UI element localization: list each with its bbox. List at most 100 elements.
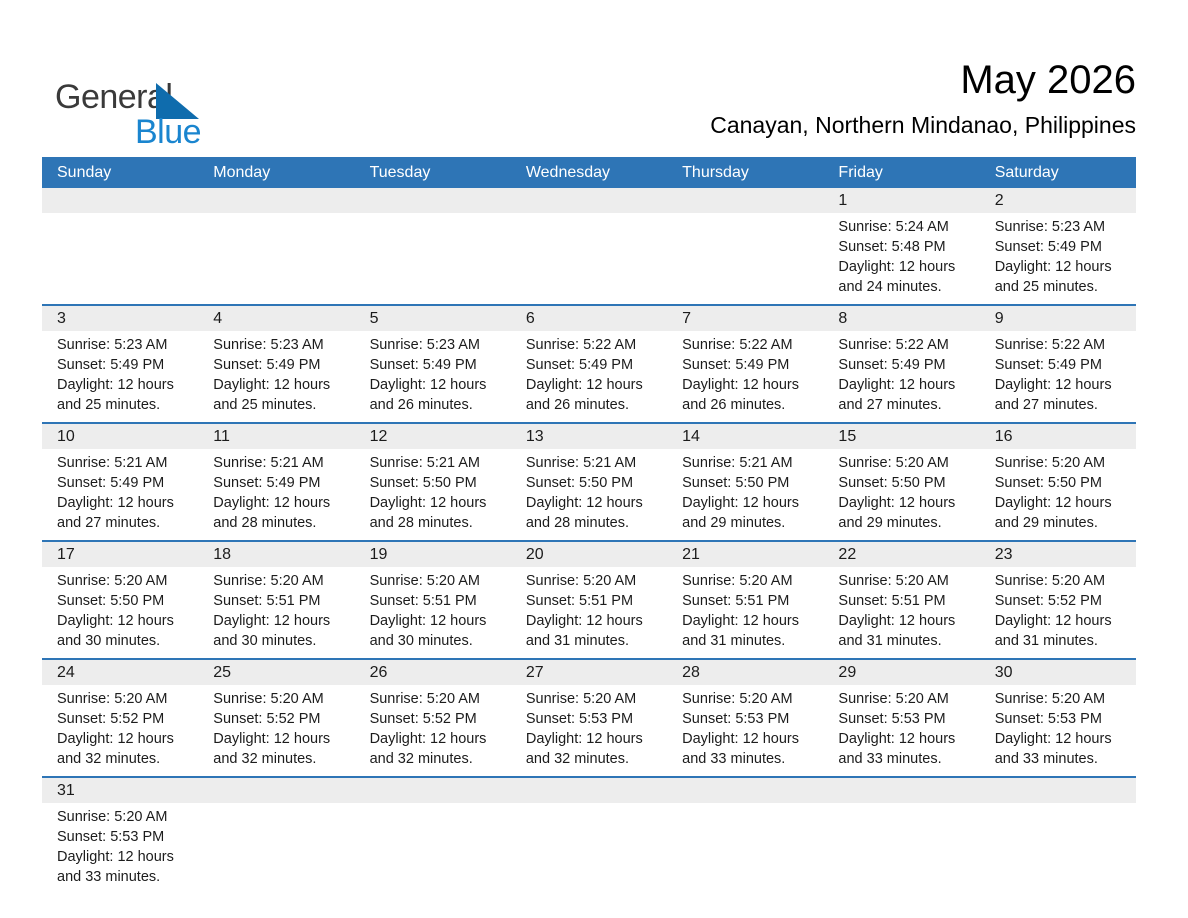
sunrise-text: Sunrise: 5:23 AM <box>213 337 324 353</box>
day-number: 6 <box>510 306 668 331</box>
sunrise-text: Sunrise: 5:20 AM <box>57 573 168 589</box>
empty-day-cell <box>198 188 355 304</box>
daylight-hours-text: Daylight: 12 hours <box>525 731 643 747</box>
sunrise-text: Sunrise: 5:20 AM <box>994 573 1106 589</box>
day-cell-28: 28 Sunrise: 5:20 AM Sunset: 5:53 PM Dayligh… <box>667 660 824 776</box>
day-number <box>823 778 980 803</box>
day-cell-4: 4 Sunrise: 5:23 AM Sunset: 5:49 PM Daylight… <box>198 306 355 422</box>
sunrise-text: Sunrise: 5:20 AM <box>213 691 324 707</box>
day-info: Sunrise: 5:20 AM Sunset: 5:53 PM Daylight:… <box>980 685 1136 776</box>
day-info <box>511 213 667 295</box>
masthead: General Blue May 2026 Canayan, Northern … <box>0 0 1188 157</box>
day-number: 31 <box>42 778 199 803</box>
daylight-hours-text: Daylight: 12 hours <box>682 613 800 629</box>
empty-day-cell <box>667 778 824 894</box>
sunrise-text: Sunrise: 5:20 AM <box>525 573 637 589</box>
day-number: 24 <box>42 660 199 685</box>
day-info <box>980 803 1136 885</box>
day-info: Sunrise: 5:22 AM Sunset: 5:49 PM Daylight:… <box>667 331 823 422</box>
logo-text-blue: Blue <box>135 113 202 151</box>
day-number: 15 <box>823 424 980 449</box>
sunset-text: Sunset: 5:53 PM <box>682 711 790 727</box>
daylight-hours-text: Daylight: 12 hours <box>57 377 174 393</box>
day-number: 29 <box>823 660 980 685</box>
logo-text-general: General <box>55 78 173 116</box>
sunset-text: Sunset: 5:53 PM <box>57 829 165 845</box>
week-row: 17 Sunrise: 5:20 AM Sunset: 5:50 PM Dayligh… <box>42 540 1136 658</box>
week-row: 3 Sunrise: 5:23 AM Sunset: 5:49 PM Daylight… <box>42 304 1136 422</box>
day-cell-8: 8 Sunrise: 5:22 AM Sunset: 5:49 PM Daylight… <box>823 306 980 422</box>
sunset-text: Sunset: 5:49 PM <box>994 239 1102 255</box>
day-number: 21 <box>667 542 824 567</box>
sunrise-text: Sunrise: 5:20 AM <box>838 573 949 589</box>
daylight-minutes-text: and 33 minutes. <box>682 751 786 767</box>
sunrise-text: Sunrise: 5:20 AM <box>838 691 949 707</box>
empty-day-cell <box>198 778 355 894</box>
day-info: Sunrise: 5:20 AM Sunset: 5:53 PM Daylight:… <box>511 685 667 776</box>
day-cell-17: 17 Sunrise: 5:20 AM Sunset: 5:50 PM Dayligh… <box>42 542 199 658</box>
daylight-hours-text: Daylight: 12 hours <box>57 731 174 747</box>
daylight-minutes-text: and 30 minutes. <box>213 633 317 649</box>
daylight-hours-text: Daylight: 12 hours <box>369 377 487 393</box>
sunset-text: Sunset: 5:49 PM <box>213 475 321 491</box>
daylight-minutes-text: and 32 minutes. <box>369 751 473 767</box>
daylight-minutes-text: and 28 minutes. <box>525 515 630 531</box>
day-info <box>823 803 979 885</box>
day-info: Sunrise: 5:20 AM Sunset: 5:51 PM Daylight:… <box>198 567 354 658</box>
sunset-text: Sunset: 5:52 PM <box>994 593 1102 609</box>
empty-day-cell <box>354 188 511 304</box>
day-number: 22 <box>823 542 980 567</box>
sunset-text: Sunset: 5:53 PM <box>838 711 946 727</box>
day-cell-10: 10 Sunrise: 5:21 AM Sunset: 5:49 PM Dayligh… <box>42 424 199 540</box>
day-number: 4 <box>198 306 355 331</box>
day-number: 7 <box>667 306 824 331</box>
sunset-text: Sunset: 5:52 PM <box>213 711 321 727</box>
sunset-text: Sunset: 5:49 PM <box>682 357 790 373</box>
empty-day-cell <box>823 778 980 894</box>
day-info: Sunrise: 5:21 AM Sunset: 5:50 PM Daylight:… <box>511 449 667 540</box>
day-number: 13 <box>510 424 668 449</box>
daylight-minutes-text: and 33 minutes. <box>57 869 161 885</box>
day-cell-1: 1 Sunrise: 5:24 AM Sunset: 5:48 PM Daylight… <box>823 188 980 304</box>
day-info: Sunrise: 5:20 AM Sunset: 5:50 PM Daylight:… <box>823 449 979 540</box>
day-info: Sunrise: 5:23 AM Sunset: 5:49 PM Daylight:… <box>198 331 354 422</box>
sunset-text: Sunset: 5:49 PM <box>838 357 946 373</box>
day-cell-7: 7 Sunrise: 5:22 AM Sunset: 5:49 PM Daylight… <box>667 306 824 422</box>
day-number: 16 <box>979 424 1136 449</box>
day-number: 19 <box>354 542 511 567</box>
weekday-label-tuesday: Tuesday <box>369 164 431 181</box>
day-number: 27 <box>510 660 668 685</box>
sunrise-text: Sunrise: 5:23 AM <box>57 337 168 353</box>
daylight-hours-text: Daylight: 12 hours <box>682 731 800 747</box>
empty-day-cell <box>667 188 824 304</box>
day-info: Sunrise: 5:20 AM Sunset: 5:51 PM Daylight:… <box>823 567 979 658</box>
day-number <box>667 778 824 803</box>
sunset-text: Sunset: 5:48 PM <box>838 239 946 255</box>
daylight-hours-text: Daylight: 12 hours <box>525 613 643 629</box>
day-info: Sunrise: 5:24 AM Sunset: 5:48 PM Daylight:… <box>823 213 979 304</box>
day-cell-23: 23 Sunrise: 5:20 AM Sunset: 5:52 PM Dayligh… <box>979 542 1136 658</box>
day-info: Sunrise: 5:20 AM Sunset: 5:51 PM Daylight:… <box>355 567 511 658</box>
empty-day-cell <box>42 188 199 304</box>
sunset-text: Sunset: 5:49 PM <box>369 357 477 373</box>
day-cell-16: 16 Sunrise: 5:20 AM Sunset: 5:50 PM Dayligh… <box>979 424 1136 540</box>
daylight-minutes-text: and 28 minutes. <box>213 515 317 531</box>
sunrise-text: Sunrise: 5:20 AM <box>369 573 480 589</box>
daylight-hours-text: Daylight: 12 hours <box>682 377 800 393</box>
daylight-minutes-text: and 27 minutes. <box>57 515 161 531</box>
sunrise-text: Sunrise: 5:20 AM <box>369 691 480 707</box>
sunset-text: Sunset: 5:50 PM <box>682 475 790 491</box>
day-info: Sunrise: 5:20 AM Sunset: 5:52 PM Daylight:… <box>198 685 354 776</box>
day-cell-24: 24 Sunrise: 5:20 AM Sunset: 5:52 PM Dayligh… <box>42 660 199 776</box>
daylight-minutes-text: and 26 minutes. <box>525 397 630 413</box>
sunrise-text: Sunrise: 5:23 AM <box>994 219 1106 235</box>
day-number: 5 <box>354 306 511 331</box>
sunset-text: Sunset: 5:50 PM <box>57 593 165 609</box>
daylight-hours-text: Daylight: 12 hours <box>838 613 956 629</box>
day-info <box>355 213 511 295</box>
day-number: 28 <box>667 660 824 685</box>
daylight-hours-text: Daylight: 12 hours <box>525 495 643 511</box>
day-info: Sunrise: 5:21 AM Sunset: 5:50 PM Daylight:… <box>355 449 511 540</box>
daylight-minutes-text: and 28 minutes. <box>369 515 473 531</box>
day-number: 8 <box>823 306 980 331</box>
